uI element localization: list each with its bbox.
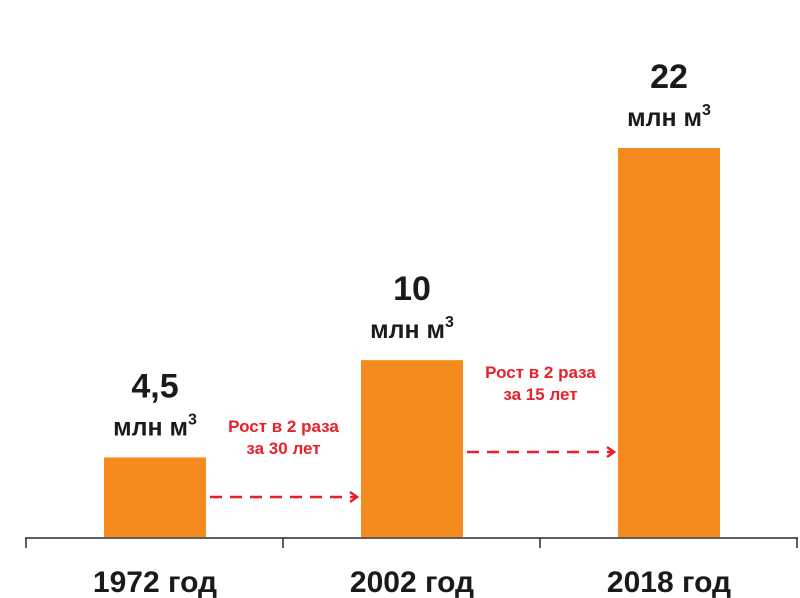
bars-layer: [104, 148, 720, 537]
category-label-2: 2018 год: [607, 566, 731, 598]
category-label-1: 2002 год: [350, 566, 474, 598]
unit-label-1: млн м3: [370, 314, 454, 344]
growth-annotation-0-line-1: за 30 лет: [246, 439, 320, 458]
value-label-0: 4,5: [131, 367, 178, 405]
value-label-2: 22: [650, 58, 688, 96]
unit-label-2: млн м3: [627, 102, 711, 132]
growth-annotations-layer: Рост в 2 раза за 30 лет Рост в 2 раза за 15…: [210, 363, 614, 497]
value-label-1: 10: [393, 270, 431, 308]
growth-annotation-1-line-1: за 15 лет: [503, 385, 577, 404]
x-axis: 1972 год 2002 год 2018 год: [25, 537, 798, 598]
bar-0: [104, 457, 206, 537]
bar-1: [361, 360, 463, 537]
growth-annotation-1-line-0: Рост в 2 раза: [485, 363, 596, 382]
unit-label-0: млн м3: [113, 411, 197, 441]
growth-annotation-0-line-0: Рост в 2 раза: [228, 417, 339, 436]
value-labels-layer: 4,5 млн м3 10 млн м3 22 млн м3: [113, 58, 711, 441]
category-label-0: 1972 год: [93, 566, 217, 598]
bar-2: [618, 148, 720, 537]
